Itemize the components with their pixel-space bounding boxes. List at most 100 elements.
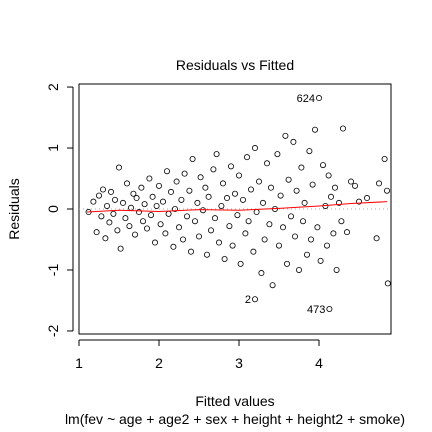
residual-point-42 [173,178,180,185]
residual-point-64 [218,202,225,209]
residual-point-63 [215,239,222,246]
residual-point-4 [98,213,105,220]
residual-point-19 [127,204,134,211]
residual-point-76 [242,230,249,237]
residual-point-13 [116,164,123,171]
residual-point-71 [231,190,238,197]
point-label-2: 473 [307,304,325,316]
residual-point-120 [330,230,337,237]
residual-point-57 [203,251,210,258]
residual-point-127 [347,178,354,185]
residual-point-124 [338,218,345,225]
residual-point-110 [309,181,316,188]
residual-point-115 [319,162,326,169]
residual-point-95 [279,224,286,231]
residual-point-59 [207,227,214,234]
residual-point-15 [120,199,127,206]
residual-point-77 [243,154,250,161]
residual-point-87 [263,160,270,167]
residual-point-54 [197,174,204,181]
residual-point-28 [146,175,153,182]
residual-point-134 [383,187,390,194]
x-axis: 1 2 3 4 [75,339,323,371]
residual-point-107 [303,251,310,258]
residual-point-18 [126,223,133,230]
residual-point-137 [326,305,333,312]
residual-point-31 [151,239,158,246]
residual-point-82 [253,209,260,216]
residual-point-52 [194,199,201,206]
residual-point-108 [306,148,313,155]
residual-point-105 [299,218,306,225]
residual-point-12 [114,227,121,234]
chart-subtitle: lm(fev ~ age + age2 + sex + height + hei… [65,411,405,427]
residual-point-55 [199,207,206,214]
residual-point-106 [301,199,308,206]
residual-point-79 [247,186,254,193]
residual-point-89 [267,184,274,191]
residual-point-102 [293,187,300,194]
residual-point-114 [317,257,324,264]
residual-point-21 [131,231,138,238]
y-axis: -2 -1 0 1 2 [45,83,74,337]
residual-point-103 [295,266,302,273]
residual-point-6 [102,235,109,242]
residual-point-43 [175,224,182,231]
residual-point-93 [275,242,282,249]
residual-point-69 [227,163,234,170]
residual-point-136 [251,296,258,303]
residual-point-38 [165,210,172,217]
point-label-1: 2 [245,294,251,306]
residual-point-25 [139,218,146,225]
residual-point-11 [112,196,119,203]
residual-point-74 [237,260,244,267]
residual-point-32 [153,202,160,209]
residual-point-132 [375,180,382,187]
residual-point-61 [211,215,218,222]
residual-point-117 [323,242,330,249]
y-axis-label: Residuals [6,178,22,239]
residual-point-22 [133,195,140,202]
residual-point-104 [298,164,305,171]
residual-point-88 [266,221,273,228]
residual-point-129 [355,198,362,205]
residual-point-131 [373,235,380,242]
residual-point-23 [135,209,142,216]
residual-point-40 [170,243,177,250]
residual-point-75 [239,196,246,203]
residual-point-41 [171,205,178,212]
residual-point-101 [291,233,298,240]
residual-point-112 [314,224,321,231]
residual-point-44 [178,196,185,203]
residual-point-49 [187,248,194,255]
residual-point-33 [155,182,162,189]
x-tick-label-2: 3 [235,355,243,371]
residual-point-45 [179,236,186,243]
residual-point-78 [245,218,252,225]
residual-point-56 [202,184,209,191]
residual-point-109 [307,236,314,243]
x-tick-label-0: 1 [75,355,83,371]
residual-point-84 [258,270,265,277]
residual-point-34 [157,221,164,228]
residual-point-36 [162,230,169,237]
residual-point-37 [163,168,170,175]
residual-point-30 [149,193,156,200]
residual-point-60 [210,166,217,173]
x-tick-label-3: 4 [315,355,323,371]
y-tick-label-3: 1 [45,144,61,152]
residual-point-118 [325,172,332,179]
residual-point-26 [141,201,148,208]
residual-point-111 [311,126,318,133]
residual-point-67 [223,195,230,202]
residual-point-68 [226,223,233,230]
residual-point-130 [363,195,370,202]
chart-title: Residuals vs Fitted [176,57,294,73]
residual-point-72 [234,212,241,219]
residual-point-16 [122,215,129,222]
residual-point-121 [331,184,338,191]
residual-point-90 [269,282,276,289]
residual-point-83 [255,178,262,185]
residual-point-48 [186,187,193,194]
